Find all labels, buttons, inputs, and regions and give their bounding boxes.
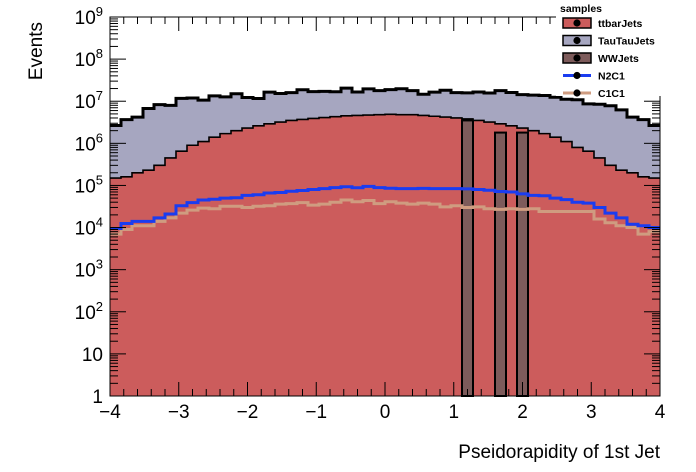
- plot-fills: [110, 88, 660, 397]
- series-ttbarjets-outline: [110, 113, 660, 179]
- legend: samples ttbarJets TauTauJets WWJets N2C1 C1C…: [556, 2, 696, 100]
- y-tick-label: 107: [75, 88, 103, 113]
- legend-entry-ttbarjets: ttbarJets: [562, 17, 643, 30]
- x-tick-label: −1: [305, 402, 327, 423]
- legend-entry-n2c1: N2C1: [563, 71, 625, 83]
- y-tick-label: 109: [75, 4, 103, 29]
- x-tick-label: 1: [448, 402, 459, 423]
- legend-label: TauTauJets: [598, 36, 655, 48]
- y-tick-label: 102: [75, 299, 103, 324]
- legend-label: N2C1: [598, 71, 625, 83]
- x-tick-label: 0: [380, 402, 391, 423]
- wwjets-bar: [516, 131, 529, 398]
- legend-label: C1C1: [598, 88, 625, 100]
- y-tick-label: 105: [75, 172, 103, 197]
- legend-label: ttbarJets: [598, 18, 643, 30]
- x-tick-label: −3: [168, 402, 190, 423]
- legend-marker: [573, 71, 581, 80]
- series-ttbarjets-area: [110, 114, 660, 397]
- wwjets-bar: [461, 119, 474, 397]
- x-tick-label: 3: [586, 402, 597, 423]
- y-tick-label: 108: [75, 46, 103, 71]
- y-axis: 1 10 102 103 104 105 106 107 108 109: [75, 4, 660, 408]
- x-tick-label: −4: [99, 402, 121, 423]
- legend-marker: [573, 89, 581, 97]
- x-tick-label: −2: [237, 402, 259, 423]
- legend-entry-wwjets: WWJets: [562, 52, 639, 65]
- legend-title: samples: [560, 3, 602, 15]
- legend-entry-c1c1: C1C1: [563, 88, 625, 100]
- legend-label: WWJets: [598, 53, 639, 65]
- series-n2c1-line: [110, 184, 660, 230]
- x-axis-label: Pseidorapidity of 1st Jet: [458, 442, 660, 463]
- legend-entry-tautaujets: TauTauJets: [562, 34, 655, 48]
- y-tick-label: 106: [75, 130, 103, 155]
- legend-background: [556, 2, 696, 96]
- wwjets-bar: [494, 131, 507, 398]
- legend-marker: [573, 54, 581, 62]
- y-tick-label: 1: [92, 387, 103, 408]
- legend-marker: [573, 36, 581, 45]
- y-tick-label: 10: [82, 345, 103, 366]
- series-tautaujets-outline: [110, 86, 660, 128]
- x-tick-label: 2: [517, 402, 528, 423]
- y-tick-label: 103: [75, 257, 103, 282]
- series-c1c1-line: [110, 198, 660, 236]
- legend-marker: [573, 19, 581, 27]
- y-axis-label: Events: [26, 22, 47, 80]
- x-tick-label: 4: [655, 402, 666, 423]
- x-axis: −4 −3 −2 −1 0 1 2 3 4: [99, 17, 666, 423]
- y-tick-label: 104: [75, 215, 103, 240]
